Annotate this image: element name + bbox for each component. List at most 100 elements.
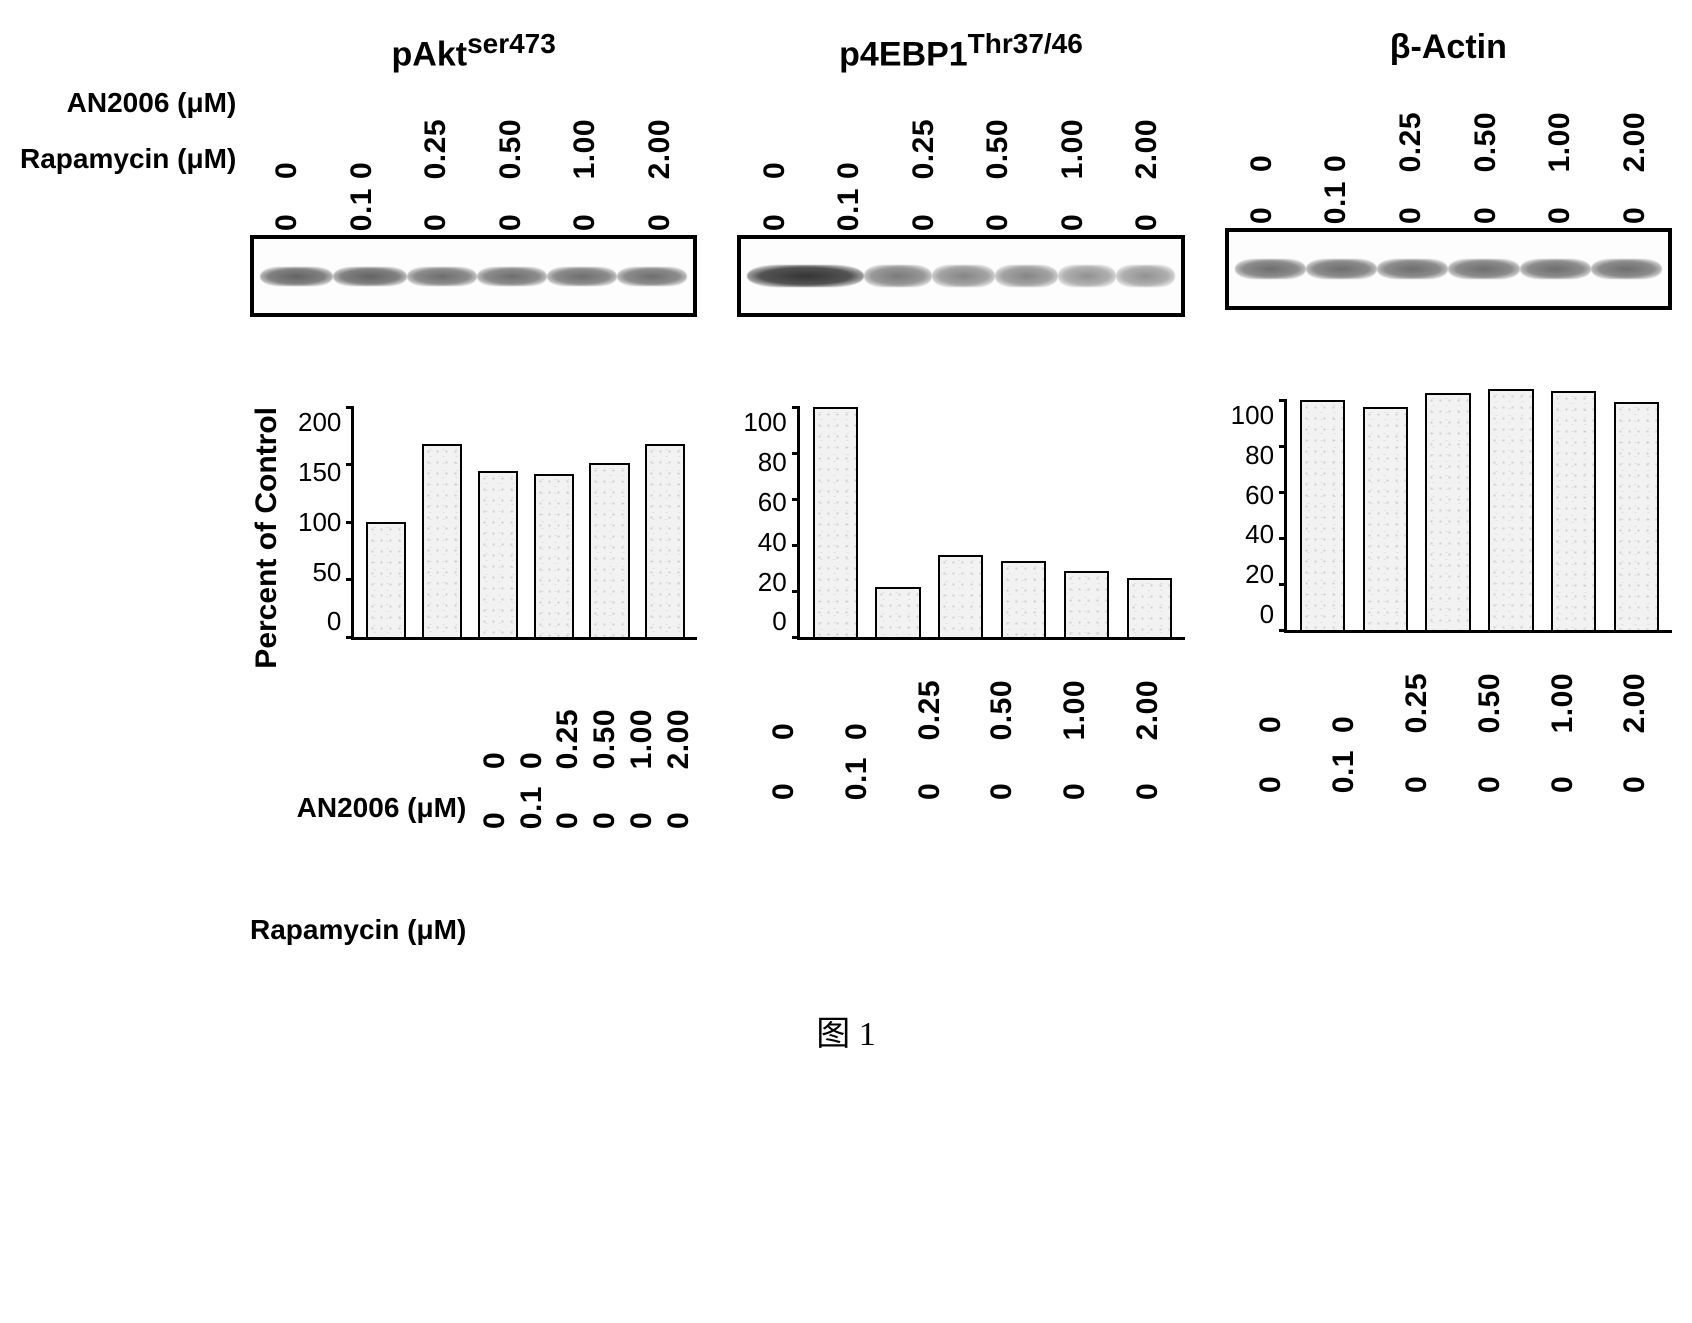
blot-band bbox=[995, 265, 1058, 287]
bar bbox=[1300, 400, 1345, 630]
conc-label: 0.1 bbox=[842, 753, 872, 800]
conc-label: 0 bbox=[1132, 187, 1162, 231]
bar bbox=[1064, 571, 1109, 638]
conc-label: 0 bbox=[347, 135, 377, 179]
conc-label: 0 bbox=[1620, 180, 1650, 224]
conc-label: 0 bbox=[1329, 689, 1359, 733]
conc-label: 2.00 bbox=[664, 705, 694, 769]
conc-label: 0 bbox=[1402, 749, 1432, 793]
blot-band bbox=[1377, 259, 1448, 278]
bar-chart: Percent of Control 200150100500 bbox=[250, 407, 697, 669]
bar bbox=[813, 407, 858, 637]
blot-band bbox=[1591, 259, 1662, 278]
ytick-label: 0 bbox=[327, 606, 341, 637]
ytick-label: 0 bbox=[1260, 599, 1274, 630]
blot-band bbox=[1448, 259, 1519, 278]
conc-label: 0 bbox=[480, 725, 510, 769]
conc-label: 0 bbox=[1256, 749, 1286, 793]
yaxis-ticks: 200150100500 bbox=[298, 407, 345, 637]
bar bbox=[1614, 402, 1659, 630]
bottom-conc-rapa: 00.10000 bbox=[747, 748, 1184, 800]
panel-1: pAktser473 AN2006 (μM) Rapamycin (μM) 00… bbox=[250, 30, 697, 946]
conc-label: 0.25 bbox=[421, 115, 451, 179]
yaxis-ticks: 100806040200 bbox=[1231, 400, 1278, 630]
conc-label: 0 bbox=[1475, 749, 1505, 793]
conc-label: 0 bbox=[1133, 756, 1163, 800]
conc-label: 0.50 bbox=[590, 705, 620, 769]
bottom-conc-rapa: 00.10000 bbox=[1235, 741, 1672, 793]
bar bbox=[1363, 407, 1408, 630]
blot-band bbox=[864, 265, 932, 287]
top-conc-an2006: 000.250.501.002.00 bbox=[1225, 80, 1672, 172]
conc-label: 0 bbox=[627, 785, 657, 829]
conc-label: 0.50 bbox=[1471, 108, 1501, 172]
conc-label: 0 bbox=[760, 135, 790, 179]
conc-label: 0 bbox=[1058, 187, 1088, 231]
western-blot bbox=[250, 235, 697, 317]
bar bbox=[645, 444, 685, 637]
conc-label: 0.50 bbox=[987, 676, 1017, 740]
ytick-label: 100 bbox=[1231, 400, 1274, 431]
blot-band bbox=[1235, 259, 1306, 278]
top-conc-rapa: 00.10000 bbox=[1225, 172, 1672, 224]
conc-label: 0 bbox=[1396, 180, 1426, 224]
ytick-label: 40 bbox=[758, 527, 787, 558]
conc-label: 0.1 bbox=[517, 782, 547, 829]
bar bbox=[1001, 561, 1046, 637]
panel-title: β-Actin bbox=[1225, 30, 1672, 64]
conc-label: 0 bbox=[915, 756, 945, 800]
ytick-label: 80 bbox=[758, 447, 787, 478]
conc-label: 0 bbox=[1548, 749, 1578, 793]
bar bbox=[478, 471, 518, 638]
conc-label: 0 bbox=[421, 187, 451, 231]
conc-label: 0.25 bbox=[1396, 108, 1426, 172]
western-blot bbox=[1225, 228, 1672, 310]
ytick-label: 100 bbox=[743, 407, 786, 438]
conc-label: 0 bbox=[769, 756, 799, 800]
ytick-label: 20 bbox=[758, 567, 787, 598]
conc-label: 0.25 bbox=[909, 115, 939, 179]
bar bbox=[534, 474, 574, 637]
blot-band bbox=[1520, 259, 1591, 278]
plot-area bbox=[1284, 400, 1672, 633]
blot-band bbox=[932, 265, 995, 287]
conc-label: 0 bbox=[570, 187, 600, 231]
bottom-conc-block: 000.250.501.002.00 00.10000 bbox=[1225, 641, 1672, 801]
conc-label: 1.00 bbox=[1060, 676, 1090, 740]
bottom-conc-an2006: 000.250.501.002.00 bbox=[747, 648, 1184, 740]
conc-label: 0.1 bbox=[347, 184, 377, 231]
conc-label: 0 bbox=[1256, 689, 1286, 733]
ytick-label: 80 bbox=[1245, 440, 1274, 471]
conc-label: 0 bbox=[664, 785, 694, 829]
bar bbox=[422, 444, 462, 637]
conc-label: 1.00 bbox=[627, 705, 657, 769]
bar bbox=[1127, 578, 1172, 638]
conc-label: 2.00 bbox=[1132, 115, 1162, 179]
conc-label: 0 bbox=[1060, 756, 1090, 800]
bar bbox=[1425, 393, 1470, 630]
figure-caption: 图 1 bbox=[20, 1006, 1672, 1055]
blot-band bbox=[407, 267, 477, 286]
conc-label: 0 bbox=[480, 785, 510, 829]
conc-label: 0 bbox=[1620, 749, 1650, 793]
row-label-drug-bottom: AN2006 (μM) bbox=[297, 791, 467, 825]
bottom-conc-an2006: 000.250.501.002.00 bbox=[476, 677, 697, 769]
conc-label: 2.00 bbox=[1620, 669, 1650, 733]
plot-area bbox=[797, 407, 1185, 640]
conc-label: 2.00 bbox=[1620, 108, 1650, 172]
conc-label: 0 bbox=[590, 785, 620, 829]
blot-band bbox=[1058, 265, 1116, 287]
ytick-label: 150 bbox=[298, 457, 341, 488]
conc-label: 0 bbox=[987, 756, 1017, 800]
bar bbox=[589, 463, 629, 638]
conc-label: 0.1 bbox=[834, 184, 864, 231]
ytick-label: 60 bbox=[1245, 480, 1274, 511]
top-conc-an2006: 000.250.501.002.00 bbox=[737, 87, 1184, 179]
conc-label: 1.00 bbox=[1545, 108, 1575, 172]
conc-label: 0 bbox=[983, 187, 1013, 231]
ytick-label: 100 bbox=[298, 507, 341, 538]
bar bbox=[875, 587, 920, 638]
bar bbox=[366, 522, 406, 637]
conc-label: 0 bbox=[272, 135, 302, 179]
conc-label: 1.00 bbox=[1548, 669, 1578, 733]
